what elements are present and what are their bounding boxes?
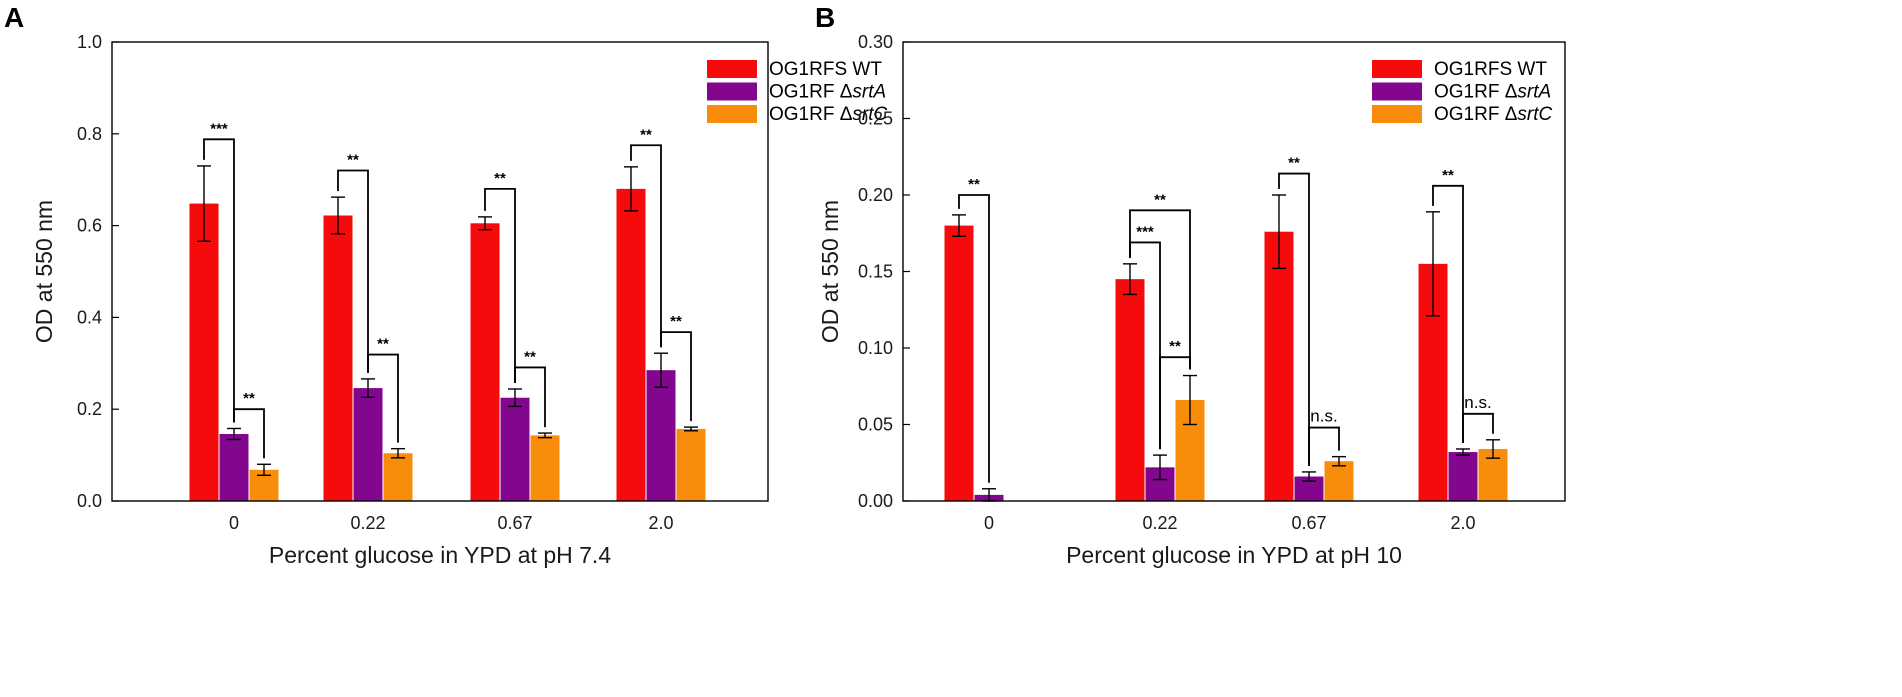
y-tick-label: 0.20 — [858, 185, 893, 205]
significance-label: ** — [968, 176, 980, 193]
legend-label: OG1RFS WT — [769, 59, 882, 80]
significance-label: ** — [670, 313, 682, 330]
y-axis-label: OD at 550 nm — [817, 200, 843, 343]
x-tick-label: 0.67 — [497, 513, 532, 533]
bar — [323, 215, 353, 501]
significance-bracket — [367, 353, 399, 443]
legend-swatch — [1372, 82, 1422, 101]
bar — [1324, 461, 1354, 501]
legend-swatch — [1372, 60, 1422, 78]
x-tick-label: 0 — [229, 513, 239, 533]
significance-bracket — [1432, 184, 1464, 443]
panel-a: A 0.0 0.2 0.4 0.6 0.8 1.0 0 0.22 0.67 2.0 OD at 550… — [4, 2, 888, 568]
bar — [1448, 452, 1478, 501]
significance-bracket — [630, 144, 662, 348]
legend-swatch — [707, 105, 757, 123]
bar — [676, 428, 706, 501]
bar — [1264, 231, 1294, 501]
x-tick-label: 0 — [984, 513, 994, 533]
significance-label: ** — [1442, 167, 1454, 184]
y-axis-label: OD at 550 nm — [31, 200, 57, 343]
significance-bracket — [1462, 412, 1494, 443]
legend-label: OG1RF ΔsrtA — [1434, 82, 1551, 103]
significance-label: ** — [1154, 191, 1166, 208]
significance-label: ** — [524, 348, 536, 365]
panel-b: B 0.00 0.05 0.10 0.15 0.20 0.25 0.30 0 0.22 0.67 2.… — [815, 2, 1566, 568]
significance-bracket — [514, 366, 546, 428]
y-tick-label: 0.05 — [858, 415, 893, 435]
significance-label: n.s. — [1464, 393, 1491, 412]
y-tick-label: 0.15 — [858, 262, 893, 282]
plot-frame — [111, 41, 769, 502]
legend-swatch — [1372, 105, 1422, 123]
significance-label: ** — [347, 152, 359, 169]
legend-swatch — [707, 60, 757, 78]
significance-bracket — [660, 331, 692, 422]
bar — [944, 225, 974, 501]
y-tick-label: 0.4 — [77, 307, 102, 327]
significance-bracket — [958, 194, 990, 483]
significance-label: ** — [243, 390, 255, 407]
significance-bracket — [203, 138, 235, 423]
significance-bracket — [484, 187, 516, 384]
panel-letter: B — [815, 2, 835, 33]
x-tick-label: 2.0 — [1450, 513, 1475, 533]
legend-label: OG1RF ΔsrtC — [1434, 104, 1553, 125]
y-tick-label: 0.2 — [77, 399, 102, 419]
significance-label: ** — [1169, 338, 1181, 355]
panel-letter: A — [4, 2, 24, 33]
y-tick-label: 0.00 — [858, 491, 893, 511]
y-tick-label: 0.25 — [858, 109, 893, 129]
legend-label: OG1RF ΔsrtC — [769, 104, 888, 125]
x-axis-label: Percent glucose in YPD at pH 10 — [1066, 542, 1402, 568]
bar — [353, 388, 383, 501]
bar — [219, 433, 249, 501]
bar — [470, 223, 500, 501]
significance-label: ** — [640, 126, 652, 143]
significance-bracket — [1129, 241, 1161, 450]
significance-bracket — [1278, 172, 1310, 466]
x-tick-label: 2.0 — [648, 513, 673, 533]
y-tick-label: 0.30 — [858, 32, 893, 52]
significance-label: ** — [494, 170, 506, 187]
significance-bracket — [337, 169, 369, 373]
legend-swatch — [707, 82, 757, 101]
x-tick-label: 0.67 — [1291, 513, 1326, 533]
plot-frame — [902, 41, 1566, 502]
y-tick-label: 1.0 — [77, 32, 102, 52]
y-tick-label: 0.0 — [77, 491, 102, 511]
significance-bracket — [233, 408, 265, 459]
y-tick-label: 0.6 — [77, 216, 102, 236]
y-tick-label: 0.8 — [77, 124, 102, 144]
x-tick-label: 0.22 — [350, 513, 385, 533]
significance-bracket — [1159, 356, 1191, 450]
bar — [1115, 279, 1145, 501]
significance-label: n.s. — [1310, 407, 1337, 426]
significance-label: *** — [1136, 223, 1154, 240]
bar — [646, 370, 676, 501]
significance-label: ** — [1288, 155, 1300, 172]
significance-label: *** — [210, 120, 228, 137]
bar — [383, 453, 413, 501]
significance-label: ** — [377, 336, 389, 353]
bar — [616, 188, 646, 501]
x-axis-label: Percent glucose in YPD at pH 7.4 — [269, 542, 611, 568]
significance-bracket — [1308, 426, 1340, 466]
legend-label: OG1RFS WT — [1434, 59, 1547, 80]
bar — [530, 435, 560, 501]
bar — [500, 397, 530, 501]
bar — [189, 203, 219, 501]
y-tick-label: 0.10 — [858, 338, 893, 358]
significance-bracket — [1129, 209, 1191, 370]
x-tick-label: 0.22 — [1142, 513, 1177, 533]
legend-label: OG1RF ΔsrtA — [769, 82, 886, 103]
